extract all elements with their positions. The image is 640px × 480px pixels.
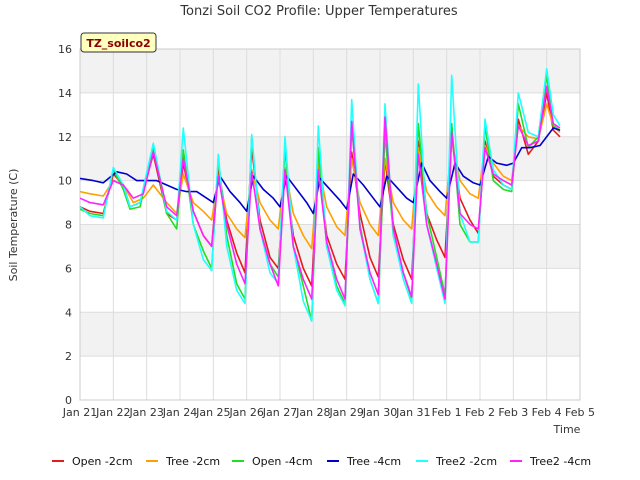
x-tick-label: Feb 3 <box>498 406 528 419</box>
plot-band <box>80 136 580 181</box>
y-tick-label: 6 <box>65 262 72 275</box>
series-lines <box>79 67 561 322</box>
legend-label-tree-4cm: Tree -4cm <box>346 455 401 468</box>
x-tick-label: Jan 27 <box>262 406 297 419</box>
y-axis-ticks: 0 2 4 6 8 10 12 14 16 <box>58 43 72 407</box>
series-line-tree2-4cm <box>79 85 561 300</box>
legend-label-tree2-2cm: Tree2 -2cm <box>435 455 497 468</box>
x-tick-label: Jan 23 <box>128 406 163 419</box>
x-tick-label: Jan 31 <box>395 406 430 419</box>
x-tick-label: Jan 30 <box>362 406 397 419</box>
station-badge: TZ_soilco2 <box>80 32 157 53</box>
x-tick-label: Jan 25 <box>195 406 230 419</box>
x-tick-label: Jan 26 <box>228 406 263 419</box>
y-tick-label: 0 <box>65 394 72 407</box>
x-tick-label: Feb 2 <box>465 406 495 419</box>
x-tick-label: Jan 21 <box>62 406 97 419</box>
legend-label-tree2-4cm: Tree2 -4cm <box>529 455 591 468</box>
legend-label-open-2cm: Open -2cm <box>72 455 133 468</box>
x-tick-label: Jan 28 <box>295 406 330 419</box>
legend-label-tree-2cm: Tree -2cm <box>165 455 220 468</box>
legend: Open -2cm Tree -2cm Open -4cm Tree -4cm Tree… <box>52 455 591 468</box>
x-tick-label: Feb 4 <box>532 406 562 419</box>
x-axis-label: Time <box>553 423 581 436</box>
y-tick-label: 12 <box>58 131 72 144</box>
y-tick-label: 14 <box>58 87 72 100</box>
y-tick-label: 4 <box>65 306 72 319</box>
y-tick-label: 16 <box>58 43 72 56</box>
y-tick-label: 8 <box>65 219 72 232</box>
plot-band <box>80 49 580 93</box>
station-badge-box <box>80 32 157 53</box>
plot-frame <box>79 48 581 401</box>
x-tick-label: Jan 29 <box>328 406 363 419</box>
x-tick-label: Jan 24 <box>162 406 197 419</box>
x-tick-label: Feb 5 <box>565 406 595 419</box>
y-axis-label: Soil Temperature (C) <box>7 169 20 282</box>
x-tick-label: Jan 22 <box>95 406 130 419</box>
legend-label-open-4cm: Open -4cm <box>252 455 313 468</box>
y-tick-label: 2 <box>65 350 72 363</box>
plot-band <box>80 312 580 357</box>
station-badge-label: TZ_soilco2 <box>86 37 150 50</box>
x-tick-label: Feb 1 <box>432 406 462 419</box>
chart-title: Tonzi Soil CO2 Profile: Upper Temperatur… <box>179 4 458 19</box>
y-tick-label: 10 <box>58 175 72 188</box>
